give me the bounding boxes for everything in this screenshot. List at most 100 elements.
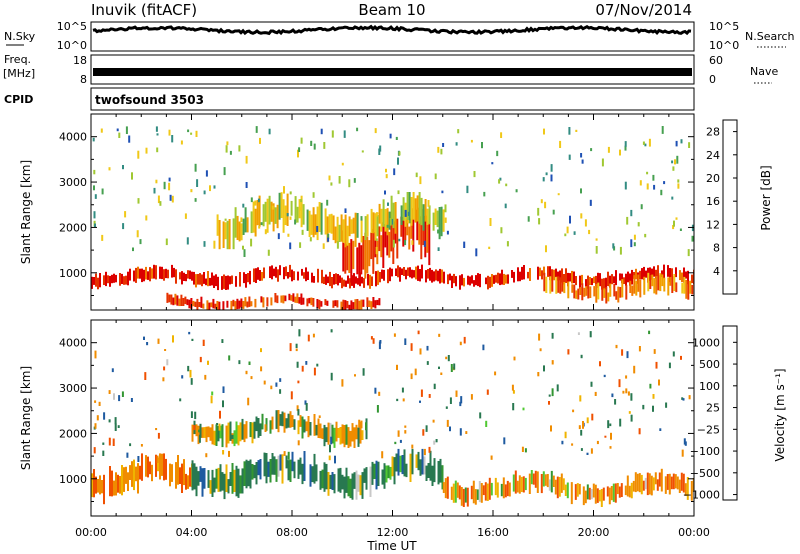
power-echo-cell [501, 269, 503, 285]
velocity-echo-cell [411, 448, 414, 475]
velocity-echo-cell [520, 476, 523, 492]
velocity-scatter-cell [94, 423, 97, 429]
power-scatter-cell [250, 238, 253, 247]
velocity-echo-cell [137, 463, 139, 494]
velocity-echo-cell [319, 423, 322, 439]
power-scatter-cell [580, 213, 583, 219]
velocity-scatter-cell [312, 333, 315, 338]
power-scatter-cell [283, 186, 285, 194]
power-scatter-cell [648, 138, 651, 147]
power-echo-cell [663, 277, 666, 292]
velocity-scatter-cell [401, 387, 404, 393]
velocity-scatter-cell [108, 390, 111, 394]
power-echo-cell [178, 298, 181, 307]
velocity-echo-cell [686, 477, 689, 500]
velocity-echo-cell [666, 474, 669, 490]
power-echo-cell [619, 273, 621, 281]
power-scatter-cell [384, 190, 386, 195]
velocity-echo-cell [209, 427, 212, 441]
power-echo-cell [191, 271, 193, 281]
power-scatter-cell [499, 177, 502, 181]
colorbar-tick-label: 20 [706, 172, 720, 185]
power-echo-cell [627, 271, 629, 283]
velocity-scatter-cell [618, 379, 621, 388]
power-scatter-cell [500, 227, 503, 234]
power-echo-cell [216, 301, 219, 310]
velocity-scatter-cell [202, 339, 205, 346]
velocity-scatter-cell [604, 435, 607, 438]
velocity-scatter-cell [503, 437, 506, 445]
power-scatter-cell [257, 198, 260, 203]
time-tick-label: 20:00 [578, 526, 610, 539]
power-echo-cell [339, 275, 341, 283]
nsearch-label: N.Search [745, 30, 795, 43]
power-echo-cell [404, 221, 407, 241]
power-scatter-cell [626, 216, 629, 225]
power-echo-cell [234, 301, 237, 310]
power-echo-cell [246, 301, 249, 308]
power-scatter-cell [116, 128, 119, 132]
velocity-scatter-cell [207, 360, 209, 365]
velocity-echo-cell [301, 463, 304, 485]
velocity-scatter-cell [428, 394, 431, 398]
colorbar-tick-label: 12 [706, 218, 720, 231]
velocity-echo-cell [285, 418, 288, 429]
velocity-echo-cell [203, 468, 206, 489]
power-scatter-cell [687, 249, 690, 257]
power-scatter-cell [545, 245, 547, 253]
velocity-scatter-cell [589, 331, 592, 338]
power-echo-cell [317, 268, 319, 283]
power-echo-cell [210, 302, 213, 308]
power-scatter-cell [209, 185, 211, 192]
velocity-echo-cell [351, 423, 354, 442]
velocity-echo-cell [353, 427, 356, 448]
nave-tick-low: 0 [709, 73, 716, 86]
velocity-echo-cell [439, 458, 442, 483]
velocity-scatter-cell [304, 400, 307, 405]
velocity-scatter-cell [198, 429, 201, 433]
velocity-echo-cell [207, 426, 210, 438]
velocity-echo-cell [504, 484, 507, 498]
power-echo-cell [187, 270, 189, 279]
velocity-echo-cell [237, 468, 240, 498]
velocity-scatter-cell [199, 356, 202, 363]
power-echo-cell [611, 274, 613, 285]
power-echo-cell [254, 208, 257, 237]
velocity-echo-cell [452, 483, 455, 503]
velocity-scatter-cell [222, 386, 225, 393]
velocity-echo-cell [111, 470, 113, 497]
power-echo-cell [189, 270, 191, 280]
power-scatter-cell [407, 220, 410, 224]
power-echo-cell [429, 267, 431, 281]
velocity-scatter-cell [591, 413, 594, 421]
velocity-scatter-cell [188, 331, 191, 335]
power-scatter-cell [310, 140, 313, 146]
power-scatter-cell [589, 199, 592, 206]
power-echo-cell [597, 282, 600, 300]
velocity-scatter-cell [129, 443, 132, 447]
velocity-scatter-cell [316, 363, 319, 367]
velocity-scatter-cell [370, 336, 373, 340]
power-echo-cell [222, 301, 225, 310]
power-scatter-cell [132, 247, 134, 252]
power-echo-cell [143, 269, 145, 282]
velocity-echo-cell [596, 488, 599, 503]
velocity-scatter-cell [228, 450, 230, 457]
velocity-scatter-cell [102, 442, 105, 445]
velocity-scatter-cell [94, 350, 97, 359]
power-scatter-cell [277, 233, 280, 240]
power-echo-cell [153, 264, 155, 279]
velocity-scatter-cell [615, 344, 618, 349]
power-echo-cell [395, 268, 397, 276]
power-echo-cell [368, 300, 371, 307]
power-scatter-cell [672, 166, 675, 171]
power-scatter-cell [203, 190, 206, 195]
power-echo-cell [493, 275, 495, 284]
power-echo-cell [272, 203, 275, 232]
velocity-scatter-cell [551, 332, 554, 339]
velocity-ylabel: Slant Range [km] [19, 366, 33, 470]
power-scatter-cell [145, 215, 148, 221]
power-echo-cell [368, 240, 371, 267]
power-scatter-cell [156, 147, 159, 153]
power-echo-cell [671, 268, 673, 277]
